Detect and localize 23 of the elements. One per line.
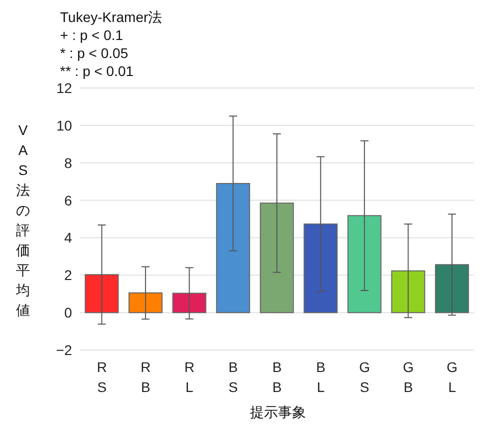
text: VAS法の評価平均値	[16, 122, 30, 318]
x-tick-label: B S	[228, 359, 238, 395]
x-tick-label: B B	[272, 359, 282, 395]
y-tick-label: 0	[64, 304, 72, 321]
y-tick-label: 2	[64, 267, 72, 284]
chart-title: Tukey-Kramer法	[60, 8, 164, 26]
x-tick-label: R S	[96, 359, 107, 395]
y-tick-label: 10	[56, 117, 72, 134]
y-tick-label: 8	[64, 154, 72, 171]
x-tick-label: G S	[359, 359, 370, 395]
x-tick-label: B L	[316, 359, 326, 395]
x-tick-label: G B	[402, 359, 414, 395]
y-tick-label: 6	[64, 192, 72, 208]
x-tick-label: R B	[140, 359, 151, 395]
text: + : p < 0.1	[60, 26, 124, 44]
x-tick-label: R L	[184, 359, 195, 395]
x-tick-label: G L	[446, 359, 458, 395]
y-tick-label: −2	[56, 342, 72, 358]
text: ** : p < 0.01	[60, 62, 135, 80]
text: * : p < 0.05	[60, 44, 130, 62]
y-tick-label: 4	[64, 230, 72, 246]
y-tick-label: 12	[56, 80, 72, 96]
x-axis-title: 提示事象	[249, 404, 307, 422]
